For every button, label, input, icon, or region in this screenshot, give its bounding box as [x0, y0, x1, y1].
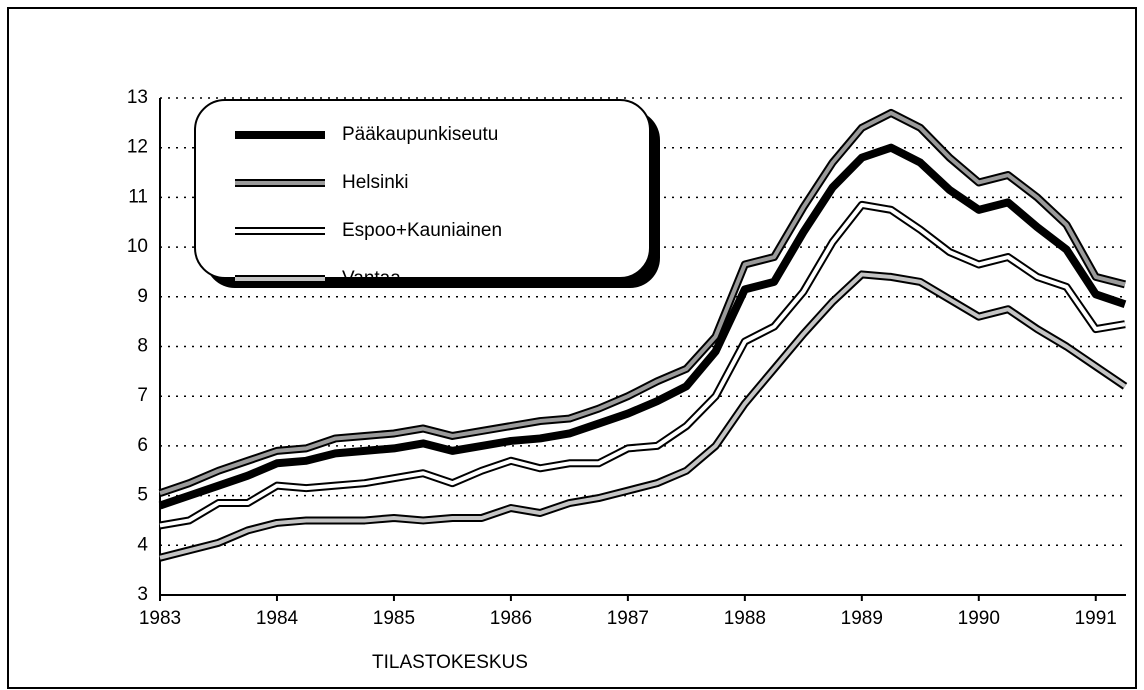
frame: [7, 7, 1137, 689]
y-tick-label: 9: [137, 286, 148, 307]
x-tick-label: 1990: [958, 608, 1000, 629]
line: [159, 272, 1127, 560]
line: [158, 143, 1127, 510]
x-tick-label: 1985: [373, 608, 415, 629]
x-tick-label: 1989: [841, 608, 883, 629]
x-tick-label: 1991: [1075, 608, 1117, 629]
legend-label: Espoo+Kauniainen: [342, 220, 502, 241]
y-tick-label: 5: [137, 485, 148, 506]
x-tick-label: 1986: [490, 608, 532, 629]
y-tick-label: 10: [127, 236, 148, 257]
line: [159, 202, 1126, 528]
y-tick-label: 3: [137, 584, 148, 605]
x-tick-label: 1984: [256, 608, 299, 629]
y-tick-label: 11: [128, 186, 148, 207]
legend-label: Vantaa: [342, 268, 401, 289]
y-tick-label: 6: [137, 435, 148, 456]
y-tick-label: 8: [137, 336, 148, 357]
y-tick-label: 7: [137, 385, 148, 406]
y-tick-label: 13: [127, 87, 148, 108]
legend-label: Helsinki: [342, 172, 409, 193]
y-tick-label: 4: [137, 534, 148, 555]
x-tick-label: 1983: [139, 608, 181, 629]
line: [159, 110, 1126, 496]
x-tick-label: 1988: [724, 608, 766, 629]
x-tick-label: 1987: [607, 608, 649, 629]
legend-label: Pääkaupunkiseutu: [342, 124, 498, 145]
y-tick-label: 12: [127, 137, 148, 158]
x-axis-label: TILASTOKESKUS: [372, 652, 528, 673]
